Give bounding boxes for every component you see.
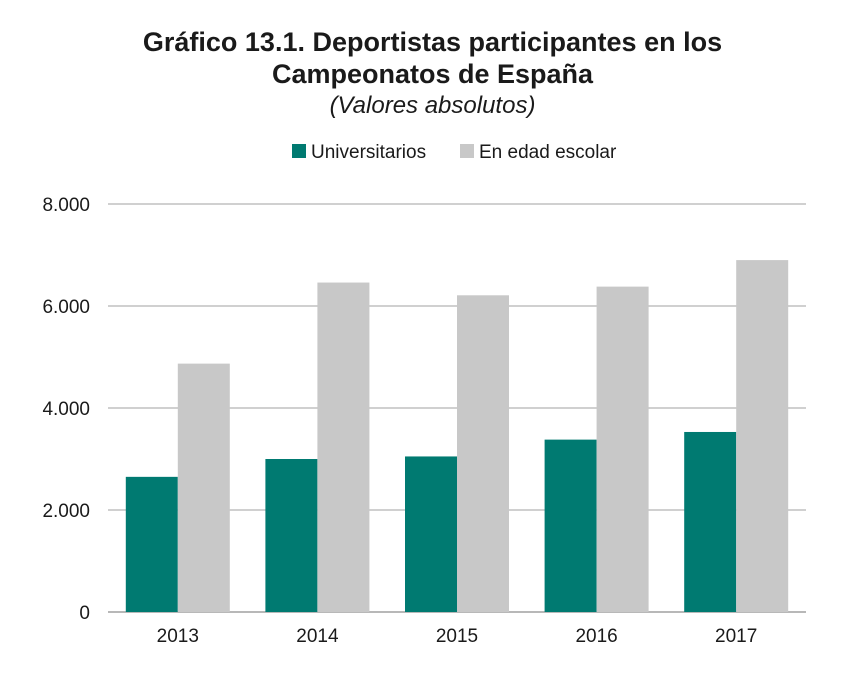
x-tick-label: 2015: [436, 626, 478, 647]
bar-universitarios-2016: [544, 439, 597, 612]
x-tick-label: 2014: [296, 626, 339, 647]
x-tick-label: 2016: [575, 626, 617, 647]
bar-en-edad-escolar-2016: [596, 286, 649, 612]
y-tick-label: 4.000: [42, 399, 90, 420]
y-tick-label: 6.000: [42, 297, 90, 318]
bar-universitarios-2014: [265, 459, 318, 612]
chart-legend: Universitarios En edad escolar: [292, 142, 617, 163]
legend-swatch-en-edad-escolar: [460, 144, 474, 158]
legend-swatch-universitarios: [292, 144, 306, 158]
bar-en-edad-escolar-2017: [736, 260, 789, 612]
bars: [125, 260, 789, 612]
bar-universitarios-2017: [684, 431, 737, 612]
x-tick-label: 2013: [157, 626, 199, 647]
x-tick-label: 2017: [715, 626, 757, 647]
y-axis-ticks: 0 2.000 4.000 6.000 8.000: [42, 195, 90, 624]
chart-title-line-2: Campeonatos de España: [271, 59, 594, 89]
chart-title-line-1: Gráfico 13.1. Deportistas participantes …: [142, 27, 723, 57]
chart-subtitle: (Valores absolutos): [329, 92, 536, 119]
y-tick-label: 0: [79, 603, 90, 624]
bar-universitarios-2015: [405, 456, 457, 612]
bar-en-edad-escolar-2013: [177, 363, 230, 612]
chart-title: Gráfico 13.1. Deportistas participantes …: [0, 26, 865, 90]
bar-universitarios-2013: [125, 476, 178, 612]
bar-en-edad-escolar-2015: [457, 295, 509, 612]
y-tick-label: 8.000: [42, 195, 90, 216]
x-axis-ticks: 2013 2014 2015 2016 2017: [157, 626, 758, 647]
legend-label-universitarios: Universitarios: [311, 142, 426, 163]
bar-en-edad-escolar-2014: [317, 282, 370, 612]
legend-label-en-edad-escolar: En edad escolar: [479, 142, 617, 163]
y-tick-label: 2.000: [42, 501, 90, 522]
